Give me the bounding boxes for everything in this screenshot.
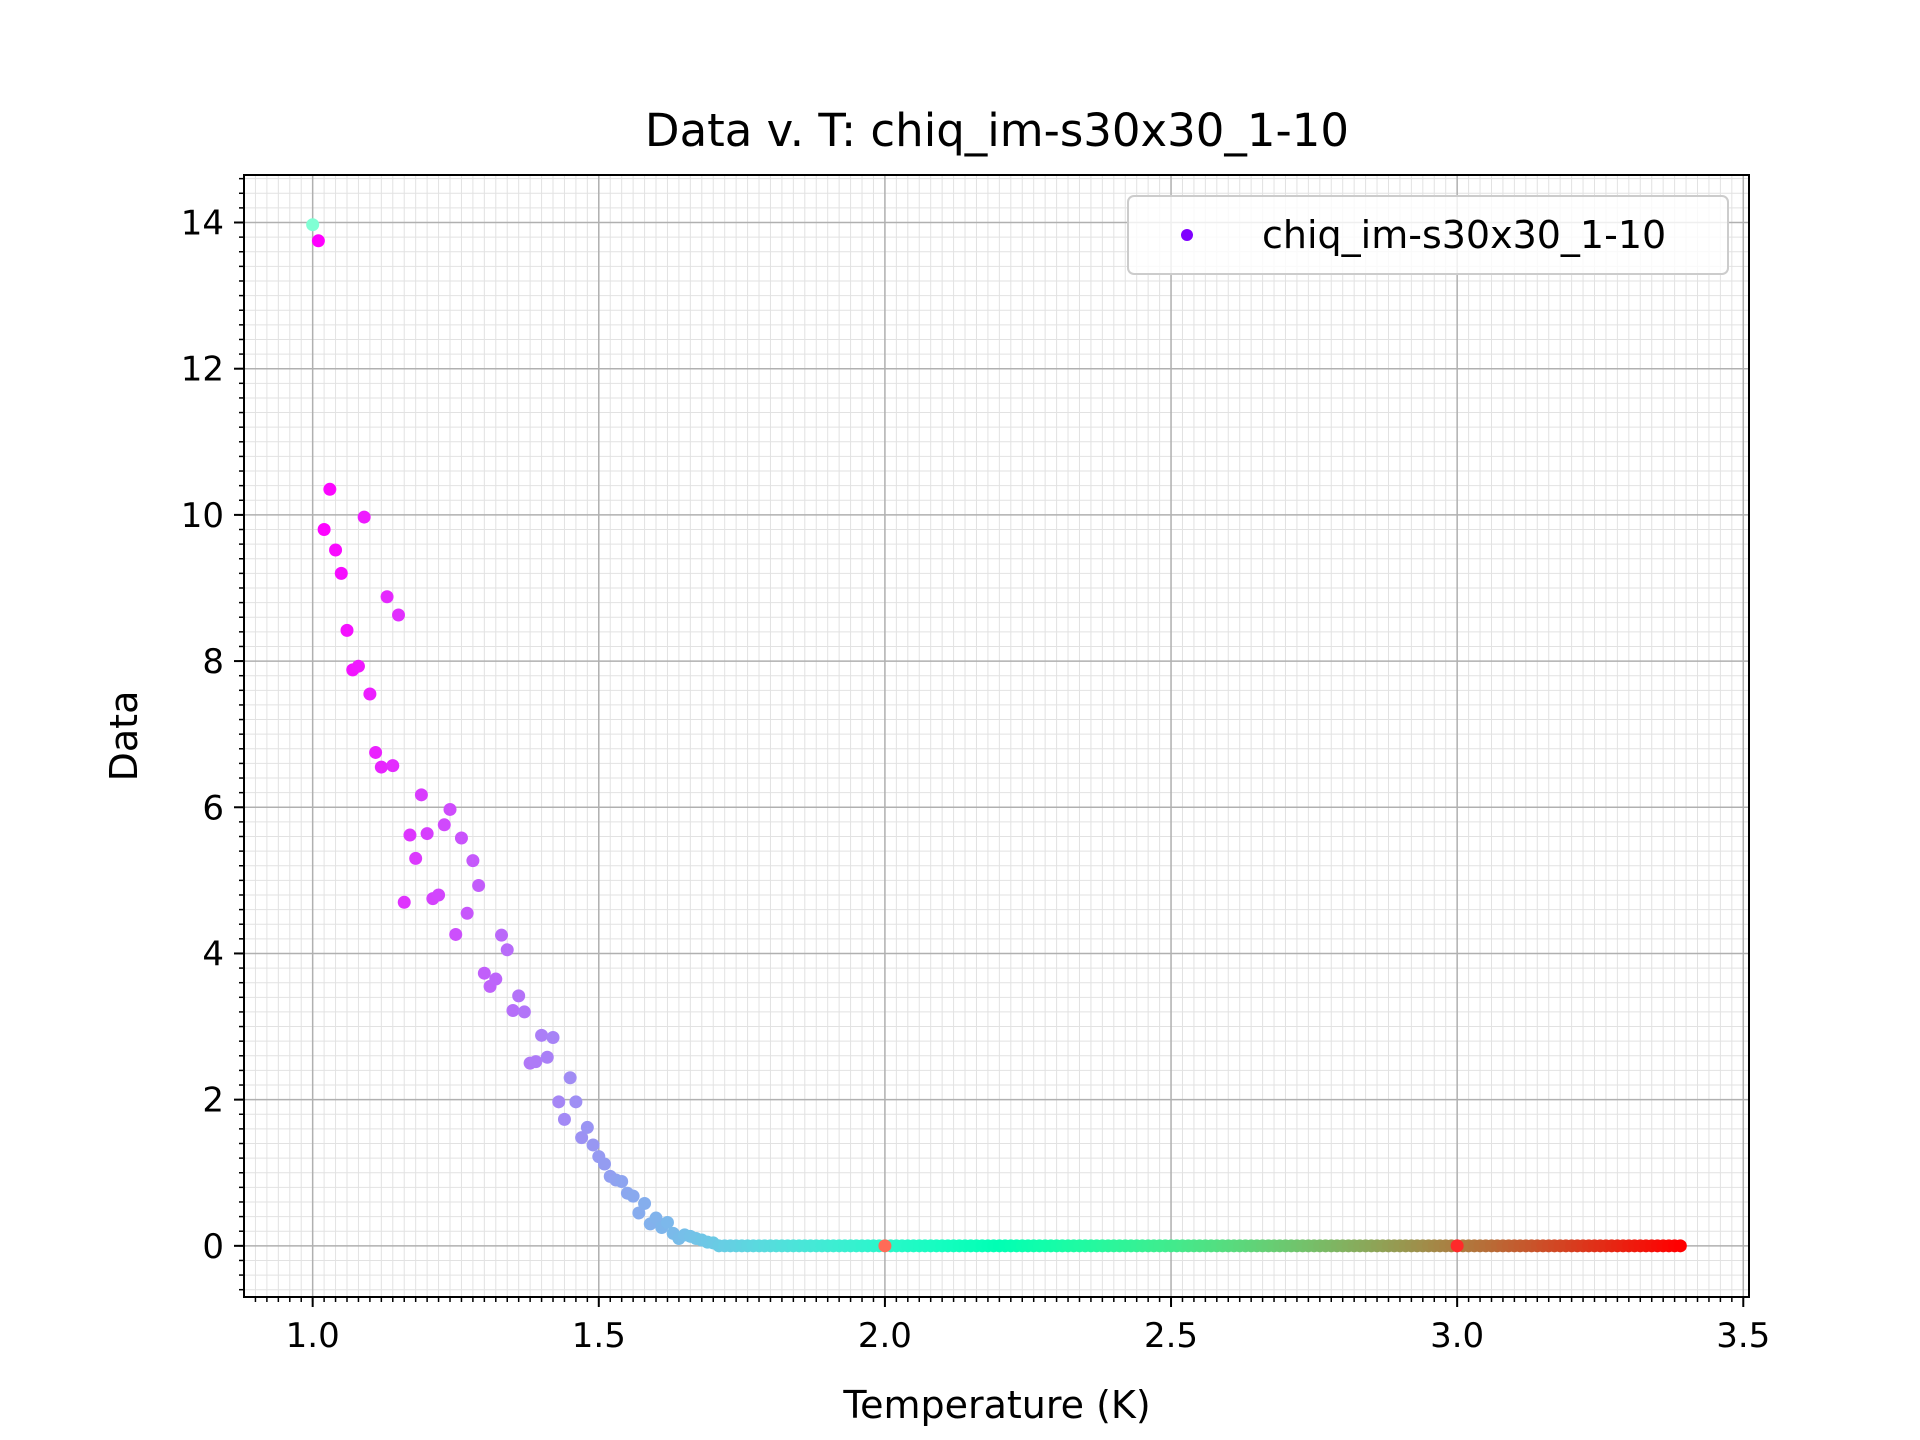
data-point xyxy=(454,831,468,845)
data-point xyxy=(420,827,434,841)
y-axis-label: Data xyxy=(102,691,146,782)
data-point xyxy=(392,608,406,622)
data-point xyxy=(409,851,423,865)
data-point xyxy=(512,989,526,1003)
data-point xyxy=(500,943,514,957)
data-point xyxy=(443,802,457,816)
x-tick-label: 3.5 xyxy=(1716,1316,1770,1356)
y-tick-label: 14 xyxy=(181,204,224,244)
data-point xyxy=(306,218,320,232)
data-point xyxy=(632,1206,646,1220)
data-point xyxy=(540,1050,554,1064)
legend-label: chiq_im-s30x30_1-10 xyxy=(1262,213,1666,257)
data-points xyxy=(306,218,1687,1253)
data-point xyxy=(1673,1239,1687,1253)
y-tick-label: 2 xyxy=(202,1081,224,1121)
data-point xyxy=(334,566,348,580)
data-point xyxy=(660,1215,674,1229)
y-tick-label: 8 xyxy=(202,642,224,682)
data-point xyxy=(638,1196,652,1210)
data-point xyxy=(517,1005,531,1019)
data-point xyxy=(535,1028,549,1042)
data-point xyxy=(506,1003,520,1017)
data-point xyxy=(586,1138,600,1152)
data-point xyxy=(460,906,474,920)
data-point xyxy=(386,759,400,773)
data-point xyxy=(1450,1239,1464,1253)
y-tick-label: 6 xyxy=(202,788,224,828)
data-point xyxy=(397,895,411,909)
legend-box xyxy=(1127,195,1729,275)
data-point xyxy=(437,818,451,832)
data-point xyxy=(403,828,417,842)
data-point xyxy=(374,760,388,774)
data-point xyxy=(569,1095,583,1109)
y-tick-label: 4 xyxy=(202,934,224,974)
data-point xyxy=(351,659,365,673)
data-point xyxy=(466,854,480,868)
x-tick-label: 3.0 xyxy=(1430,1316,1484,1356)
y-tick-label: 0 xyxy=(202,1227,224,1267)
data-point xyxy=(557,1112,571,1126)
axis-ticks: 1.0 1.5 2.0 2.5 3.0 3.5 0 2 4 6 8 10 12 14 xyxy=(181,177,1770,1356)
data-point xyxy=(369,745,383,759)
legend: chiq_im-s30x30_1-10 xyxy=(1127,195,1729,275)
x-tick-label: 1.5 xyxy=(572,1316,626,1356)
data-point xyxy=(323,482,337,496)
data-point xyxy=(649,1211,663,1225)
major-grid xyxy=(244,175,1749,1297)
y-tick-label: 10 xyxy=(181,496,224,536)
data-point xyxy=(432,888,446,902)
x-axis-label: Temperature (K) xyxy=(842,1383,1150,1427)
data-point xyxy=(449,927,463,941)
data-point xyxy=(317,523,331,537)
data-point xyxy=(529,1055,543,1069)
data-point xyxy=(626,1189,640,1203)
data-point xyxy=(311,234,325,248)
data-point xyxy=(340,623,354,637)
data-point xyxy=(495,928,509,942)
data-point xyxy=(615,1175,629,1189)
data-point xyxy=(380,590,394,604)
data-point xyxy=(329,543,343,557)
plot-frame xyxy=(243,174,1750,1298)
x-tick-label: 2.5 xyxy=(1144,1316,1198,1356)
data-point xyxy=(546,1031,560,1045)
data-point xyxy=(363,687,377,701)
data-point xyxy=(414,788,428,802)
data-point xyxy=(472,878,486,892)
data-point xyxy=(563,1071,577,1085)
y-tick-label: 12 xyxy=(181,350,224,390)
legend-marker xyxy=(1181,229,1193,241)
x-tick-label: 1.0 xyxy=(286,1316,340,1356)
data-point xyxy=(552,1095,566,1109)
data-point xyxy=(489,972,503,986)
data-point xyxy=(878,1239,892,1253)
data-point xyxy=(477,966,491,980)
data-point xyxy=(580,1120,594,1134)
chart-title: Data v. T: chiq_im-s30x30_1-10 xyxy=(645,104,1349,157)
data-point xyxy=(598,1157,612,1171)
data-point xyxy=(357,510,371,524)
data-point xyxy=(575,1131,589,1145)
x-tick-label: 2.0 xyxy=(858,1316,912,1356)
